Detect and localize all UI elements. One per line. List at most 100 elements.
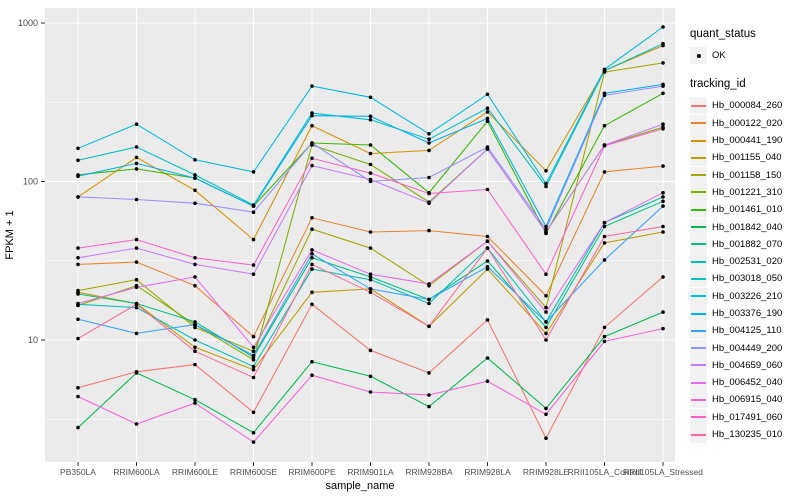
series-color-swatch <box>691 139 706 142</box>
data-point <box>661 164 665 168</box>
legend-item-label: Hb_003376_190 <box>712 308 783 319</box>
legend-key <box>690 322 707 340</box>
data-point <box>544 325 548 330</box>
data-point <box>602 325 607 330</box>
legend-item-label: Hb_002531_020 <box>712 256 783 268</box>
legend-title-quant-status: quant_status <box>690 28 756 40</box>
data-point <box>427 132 431 136</box>
legend-item: Hb_001842_040 <box>690 218 800 236</box>
data-point <box>310 248 314 252</box>
data-point <box>427 148 431 153</box>
data-point <box>602 224 607 229</box>
data-point <box>661 25 665 29</box>
data-point <box>134 155 139 160</box>
data-point <box>661 204 665 208</box>
data-point <box>368 390 373 394</box>
legend-item: Hb_130235_010 <box>690 426 800 444</box>
legend-key <box>690 218 707 236</box>
data-point <box>368 114 373 119</box>
legend-item-label: Hb_003226_210 <box>712 290 783 302</box>
y-tick-label: 10 <box>28 335 38 345</box>
data-point <box>251 237 256 242</box>
data-point <box>310 216 314 220</box>
x-tick-label: RRIM600PE <box>288 467 336 477</box>
legend-item: Hb_000084_260 <box>690 97 800 115</box>
data-point <box>661 190 665 195</box>
data-point <box>193 338 197 342</box>
x-tick-label: RRIM928BA <box>405 467 453 477</box>
data-point <box>368 272 373 277</box>
data-point <box>193 320 197 324</box>
series-color-swatch <box>691 243 706 246</box>
data-point <box>193 362 197 367</box>
data-point <box>76 336 80 341</box>
data-point <box>76 195 80 199</box>
y-tick-label: 1000 <box>18 18 38 28</box>
data-point <box>427 404 431 409</box>
panel-background <box>45 8 675 462</box>
data-point <box>602 220 607 225</box>
legend-item-label: Hb_006452_040 <box>712 377 783 389</box>
data-point <box>251 367 256 372</box>
data-point <box>368 275 373 279</box>
data-point <box>251 410 256 415</box>
data-point <box>76 425 80 430</box>
x-tick-label: RRIM928LA <box>464 467 511 477</box>
data-point <box>134 246 139 250</box>
legend-key <box>690 408 707 426</box>
data-point <box>193 325 197 330</box>
data-point <box>368 162 373 167</box>
legend-item: Hb_003376_190 <box>690 305 800 322</box>
data-point <box>251 345 256 350</box>
data-point <box>661 275 665 279</box>
data-point <box>485 147 490 151</box>
legend-item-label: Hb_000122_020 <box>712 117 783 129</box>
legend: quant_status OK tracking_id Hb_000084_26… <box>690 28 800 444</box>
legend-key <box>690 166 707 184</box>
legend-item-label: Hb_000084_260 <box>712 100 783 112</box>
series-color-swatch <box>691 295 706 298</box>
legend-item-label: Hb_001155_040 <box>712 152 782 164</box>
data-point <box>251 272 256 277</box>
legend-item: Hb_006915_040 <box>690 391 800 409</box>
data-point <box>310 359 314 364</box>
data-point <box>544 412 548 417</box>
x-tick-label: RRIM600SE <box>230 467 278 477</box>
data-point <box>134 161 139 166</box>
data-point <box>193 275 197 279</box>
data-point <box>602 241 607 245</box>
x-tick-label: RRIM600LA <box>113 467 160 477</box>
data-point <box>427 393 431 397</box>
legend-item-label: Hb_003018_050 <box>712 273 783 285</box>
data-point <box>368 290 373 295</box>
legend-item: Hb_003018_050 <box>690 270 800 288</box>
legend-key <box>690 339 707 357</box>
data-point <box>134 331 139 336</box>
series-color-swatch <box>691 208 706 211</box>
data-point <box>76 255 80 260</box>
legend-key <box>690 132 707 150</box>
legend-key <box>690 374 707 392</box>
data-point <box>544 181 548 186</box>
legend-item-label: Hb_001461_010 <box>712 204 783 216</box>
data-point <box>134 285 139 290</box>
data-point <box>310 302 314 307</box>
legend-key <box>690 391 707 409</box>
data-point <box>193 349 197 354</box>
data-point <box>310 141 314 145</box>
data-point <box>544 230 548 234</box>
data-point <box>134 305 139 310</box>
data-point <box>193 176 197 180</box>
data-point <box>661 326 665 331</box>
data-point <box>251 170 256 174</box>
data-point <box>193 401 197 405</box>
data-point <box>485 379 490 384</box>
legend-key <box>690 426 707 444</box>
data-point <box>251 349 256 354</box>
data-point <box>368 143 373 147</box>
legend-item: Hb_001155_040 <box>690 149 800 167</box>
data-point <box>251 430 256 435</box>
data-point <box>602 339 607 344</box>
